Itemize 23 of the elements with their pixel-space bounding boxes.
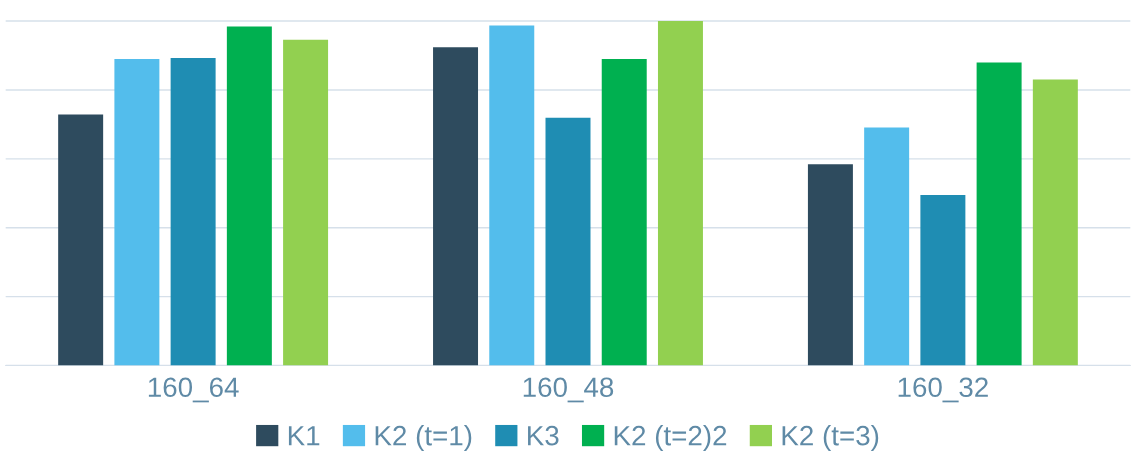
legend-label: K3 xyxy=(528,425,559,446)
bar xyxy=(864,127,910,366)
x-tick-label: 160_32 xyxy=(898,377,988,403)
bar xyxy=(170,57,216,366)
legend-label: K2 (t=3) xyxy=(782,425,879,451)
bar xyxy=(1032,79,1078,366)
bar xyxy=(920,195,966,366)
bar xyxy=(976,62,1022,366)
bar xyxy=(433,47,479,366)
bar xyxy=(601,58,647,366)
bar xyxy=(58,114,104,366)
x-tick-label: 160_48 xyxy=(523,377,614,403)
bar xyxy=(489,25,535,366)
bar xyxy=(283,39,329,366)
x-tick-label: 160_64 xyxy=(148,377,239,403)
legend-label: K1 xyxy=(288,426,320,446)
bar xyxy=(114,58,160,366)
bar xyxy=(226,26,272,366)
bar xyxy=(807,164,853,366)
legend-label: K2 (t=2)2 xyxy=(614,425,727,451)
bar xyxy=(657,21,703,366)
bar xyxy=(545,117,591,366)
legend-label: K2 (t=1) xyxy=(375,425,472,451)
